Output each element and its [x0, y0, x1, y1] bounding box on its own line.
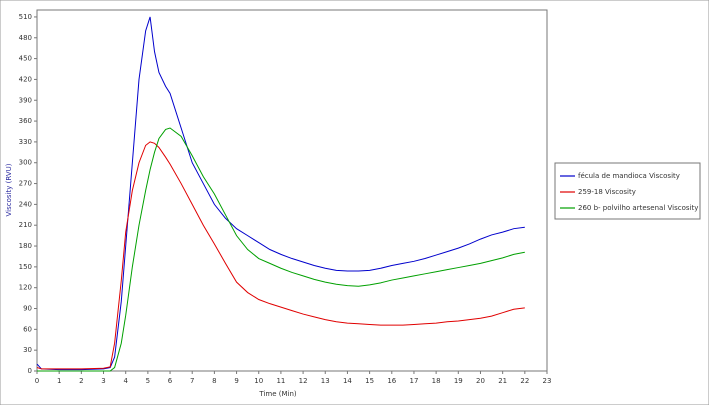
y-tick-label: 180 [19, 242, 32, 250]
y-tick-label: 270 [19, 180, 32, 188]
x-tick-label: 19 [454, 377, 463, 385]
x-tick-label: 12 [299, 377, 308, 385]
series-line [36, 141, 525, 370]
plot-area [36, 9, 548, 372]
x-tick-label: 17 [409, 377, 418, 385]
x-tick-label: 0 [35, 377, 39, 385]
x-tick-label: 18 [432, 377, 441, 385]
y-tick-label: 150 [19, 263, 32, 271]
x-tick-label: 8 [212, 377, 216, 385]
y-tick-label: 240 [19, 200, 32, 208]
y-tick-label: 480 [19, 34, 32, 42]
legend-label: fécula de mandioca Viscosity [578, 172, 680, 180]
y-tick-label: 510 [19, 13, 32, 21]
x-tick-label: 2 [79, 377, 83, 385]
y-tick-label: 90 [23, 305, 32, 313]
y-tick-label: 120 [19, 284, 32, 292]
series-line [37, 127, 525, 372]
x-tick-label: 16 [387, 377, 396, 385]
y-tick-label: 390 [19, 96, 32, 104]
series-line [36, 16, 525, 371]
x-axis-title: Time (Min) [258, 390, 297, 398]
x-tick-label: 20 [476, 377, 485, 385]
y-tick-label: 0 [28, 367, 32, 375]
x-tick-label: 6 [168, 377, 173, 385]
y-tick-label: 300 [19, 159, 32, 167]
x-tick-label: 22 [520, 377, 529, 385]
x-tick-label: 5 [146, 377, 150, 385]
x-tick-label: 15 [365, 377, 374, 385]
y-tick-label: 360 [19, 117, 32, 125]
y-tick-label: 30 [23, 346, 32, 354]
x-tick-label: 7 [190, 377, 194, 385]
legend-label: 259-18 Viscosity [578, 188, 636, 196]
legend-label: 260 b- polvilho artesenal Viscosity [578, 204, 698, 212]
x-tick-label: 3 [101, 377, 105, 385]
x-tick-label: 21 [498, 377, 507, 385]
x-tick-label: 23 [543, 377, 552, 385]
y-tick-label: 420 [19, 75, 32, 83]
x-tick-label: 4 [123, 377, 128, 385]
x-tick-label: 9 [234, 377, 238, 385]
legend [554, 162, 701, 220]
y-tick-label: 450 [19, 55, 32, 63]
x-tick-label: 1 [57, 377, 61, 385]
y-tick-label: 60 [23, 325, 32, 333]
x-tick-label: 13 [321, 377, 330, 385]
y-tick-label: 330 [19, 138, 32, 146]
y-tick-label: 210 [19, 221, 32, 229]
x-tick-label: 10 [254, 377, 263, 385]
x-tick-label: 14 [343, 377, 352, 385]
y-axis-title: Viscosity (RVU) [5, 163, 13, 216]
x-tick-label: 11 [276, 377, 285, 385]
